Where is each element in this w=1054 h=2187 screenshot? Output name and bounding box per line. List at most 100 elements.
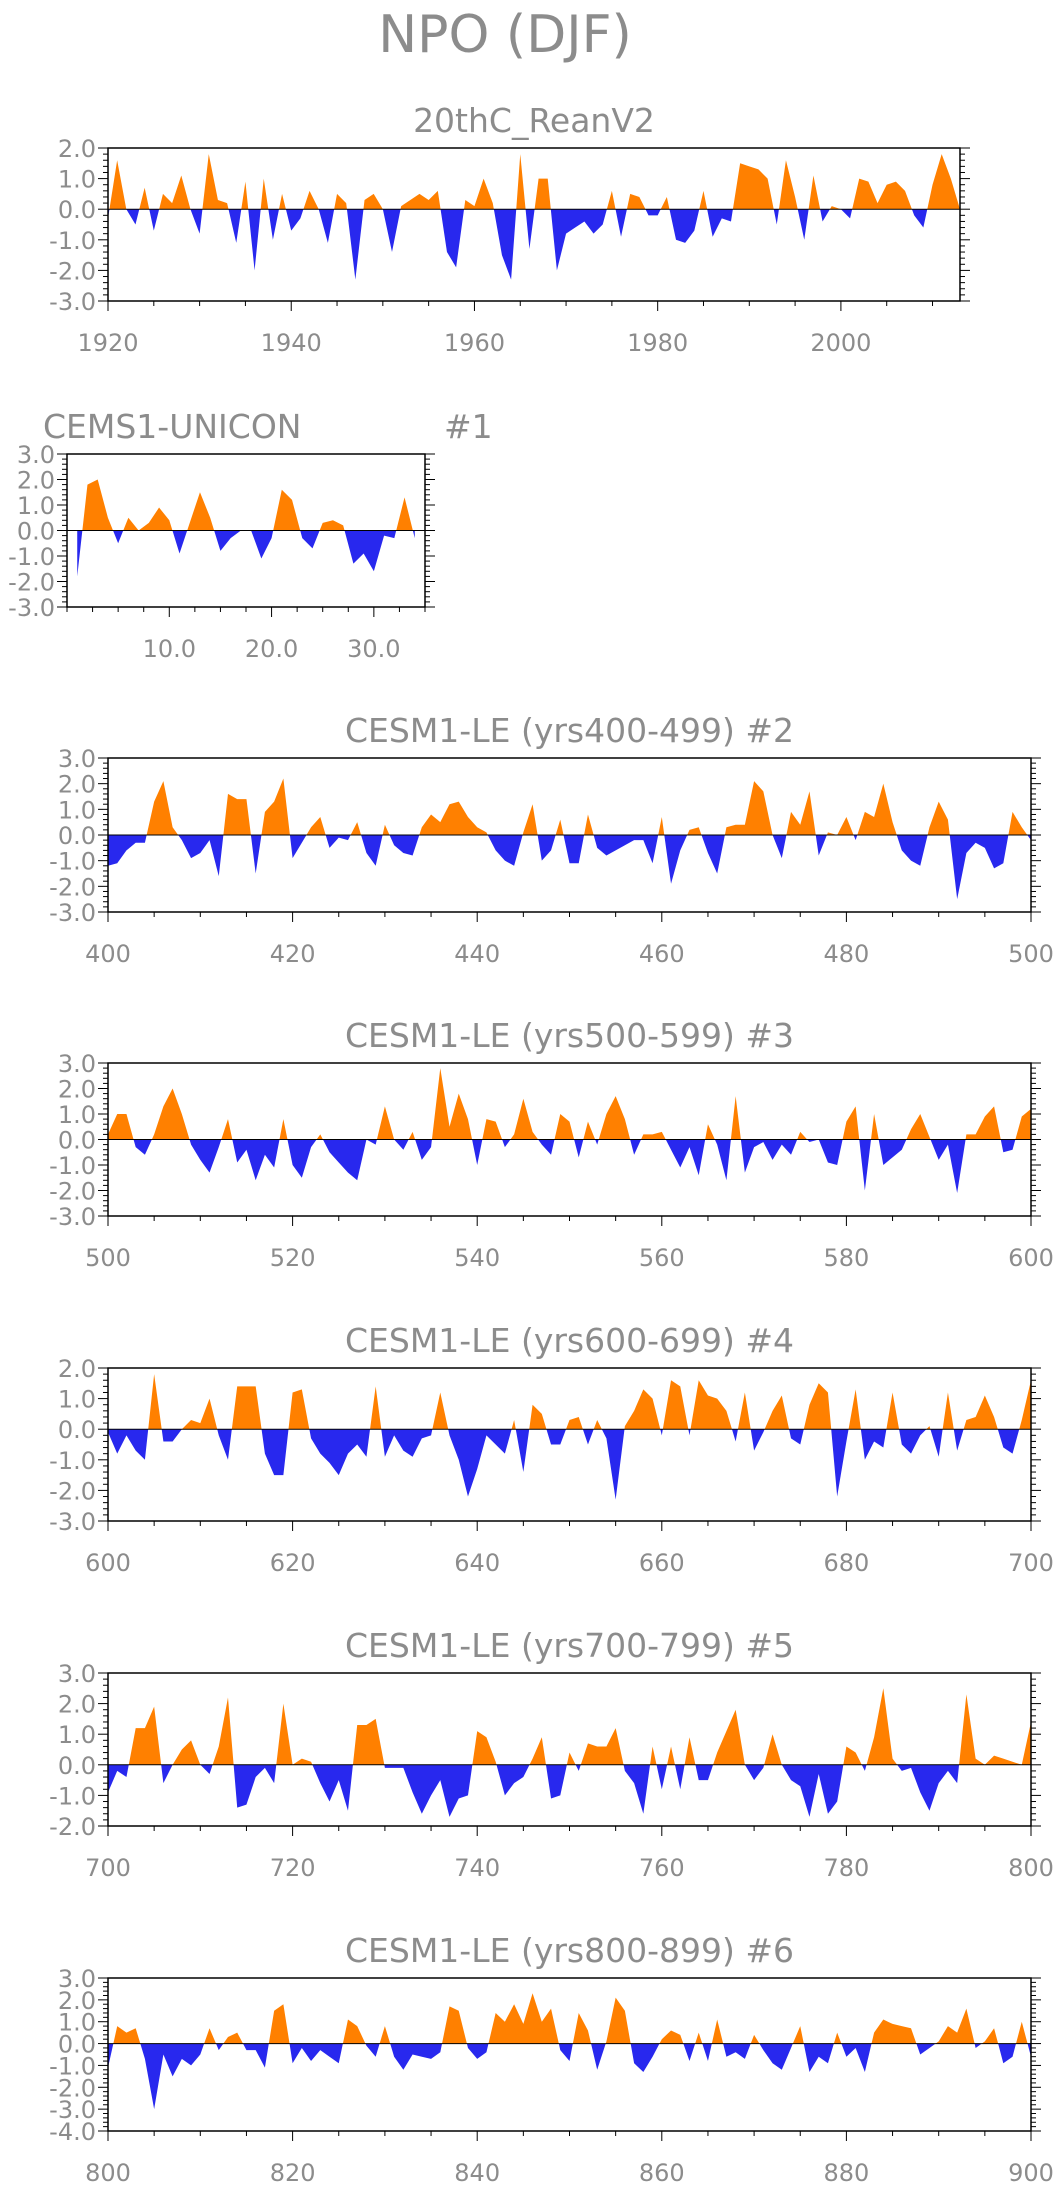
x-tick-label: 900 — [1008, 2159, 1054, 2187]
y-tick-label: -1.0 — [49, 1152, 96, 1180]
x-tick-label: 1920 — [77, 329, 138, 357]
x-tick-label: 420 — [270, 940, 316, 968]
y-tick-label: 3.0 — [58, 1660, 96, 1688]
y-tick-label: 1.0 — [58, 796, 96, 824]
x-tick-label: 500 — [1008, 940, 1054, 968]
negative-area — [77, 530, 415, 577]
panel-2: -3.0-2.0-1.00.01.02.03.0 10.0 20.0 30.0 CEMS… — [8, 407, 492, 663]
y-tick-label: 2.0 — [58, 135, 96, 163]
x-tick-label: 800 — [1008, 1854, 1054, 1882]
x-tick-label: 600 — [1008, 1244, 1054, 1272]
panel-title: CESM1-LE (yrs600-699) #4 — [345, 1321, 794, 1360]
y-tick-label: 3.0 — [58, 1050, 96, 1078]
x-tick-label: 700 — [85, 1854, 131, 1882]
x-tick-label: 10.0 — [143, 635, 196, 663]
x-tick-label: 580 — [823, 1244, 869, 1272]
y-tick-label: 1.0 — [58, 1101, 96, 1129]
y-tick-label: -2.0 — [49, 1477, 96, 1505]
y-tick-label: 3.0 — [17, 441, 55, 469]
y-tick-label: 1.0 — [58, 2009, 96, 2037]
y-tick-label: -2.0 — [49, 873, 96, 901]
positive-area — [108, 778, 1031, 835]
y-tick-label: 1.0 — [58, 1721, 96, 1749]
x-tick-label: 480 — [823, 940, 869, 968]
x-tick-label: 860 — [639, 2159, 685, 2187]
positive-area — [77, 479, 415, 531]
panel-title: 20thC_ReanV2 — [413, 101, 655, 140]
positive-area — [108, 1374, 1031, 1430]
y-tick-label: -2.0 — [49, 2074, 96, 2102]
y-tick-label: 3.0 — [58, 745, 96, 773]
y-tick-label: 1.0 — [58, 166, 96, 194]
y-tick-label: 1.0 — [17, 492, 55, 520]
y-tick-label: -1.0 — [8, 543, 55, 571]
x-tick-label: 620 — [270, 1549, 316, 1577]
panel-title: CEMS1-UNICON — [43, 407, 302, 446]
y-tick-label: 0.0 — [58, 1416, 96, 1444]
y-tick-label: 0.0 — [58, 2031, 96, 2059]
positive-area — [108, 1068, 1031, 1140]
y-tick-label: -2.0 — [49, 1178, 96, 1206]
y-tick-label: -3.0 — [49, 1203, 96, 1231]
x-tick-label: 720 — [270, 1854, 316, 1882]
y-tick-label: 1.0 — [58, 1386, 96, 1414]
y-tick-label: -1.0 — [49, 1782, 96, 1810]
y-tick-label: 2.0 — [17, 467, 55, 495]
x-tick-label: 700 — [1008, 1549, 1054, 1577]
x-tick-label: 400 — [85, 940, 131, 968]
x-tick-label: 2000 — [810, 329, 871, 357]
y-tick-label: 2.0 — [58, 1076, 96, 1104]
x-tick-label: 440 — [454, 940, 500, 968]
y-tick-label: 0.0 — [58, 1752, 96, 1780]
x-tick-label: 840 — [454, 2159, 500, 2187]
x-tick-label: 30.0 — [347, 635, 400, 663]
x-tick-label: 460 — [639, 940, 685, 968]
y-tick-label: -1.0 — [49, 227, 96, 255]
negative-area — [108, 1139, 1031, 1194]
x-tick-label: 780 — [823, 1854, 869, 1882]
y-tick-label: -2.0 — [49, 257, 96, 285]
x-tick-label: 500 — [85, 1244, 131, 1272]
y-tick-label: -2.0 — [8, 569, 55, 597]
x-tick-label: 1940 — [261, 329, 322, 357]
x-tick-label: 660 — [639, 1549, 685, 1577]
figure-title: NPO (DJF) — [378, 5, 632, 65]
x-tick-label: 800 — [85, 2159, 131, 2187]
panel-title: CESM1-LE (yrs700-799) #5 — [345, 1626, 794, 1665]
x-tick-label: 640 — [454, 1549, 500, 1577]
x-tick-label: 1980 — [627, 329, 688, 357]
y-tick-label: 2.0 — [58, 771, 96, 799]
positive-area — [108, 154, 960, 210]
panel-title: CESM1-LE (yrs800-899) #6 — [345, 1931, 794, 1970]
x-tick-label: 740 — [454, 1854, 500, 1882]
panel-1: -3.0 -2.0-1.0 0.01.0 2.0 1920 1940 1960 1980 200… — [49, 101, 970, 357]
x-tick-label: 1960 — [444, 329, 505, 357]
y-tick-label: 0.0 — [58, 822, 96, 850]
positive-area — [108, 1993, 1031, 2044]
y-tick-label: 2.0 — [58, 1987, 96, 2015]
y-tick-label: -4.0 — [49, 2118, 96, 2146]
plot-frame — [107, 147, 961, 302]
y-tick-label: -1.0 — [49, 2052, 96, 2080]
y-tick-label: -1.0 — [49, 1447, 96, 1475]
y-tick-label: -3.0 — [49, 899, 96, 927]
panel-title: CESM1-LE (yrs500-599) #3 — [345, 1016, 794, 1055]
y-tick-label: 0.0 — [58, 196, 96, 224]
negative-area — [108, 1764, 960, 1817]
y-tick-label: 0.0 — [17, 518, 55, 546]
x-tick-label: 820 — [270, 2159, 316, 2187]
y-tick-label: 3.0 — [58, 1965, 96, 1993]
y-tick-label: 2.0 — [58, 1691, 96, 1719]
negative-area — [108, 209, 960, 280]
run-label: #1 — [444, 407, 493, 446]
negative-area — [108, 1429, 1031, 1500]
y-tick-label: -3.0 — [49, 1508, 96, 1536]
panel-7: -4.0-3.0-2.0-1.00.01.02.03.0 800 820 840 860… — [49, 1931, 1054, 2187]
y-tick-label: -3.0 — [8, 594, 55, 622]
y-tick-label: -2.0 — [49, 1813, 96, 1841]
negative-area — [108, 835, 1031, 900]
y-tick-label: -3.0 — [49, 2096, 96, 2124]
y-tick-label: -3.0 — [49, 288, 96, 316]
panel-3: -3.0-2.0-1.00.01.02.03.0 400 420 440 460 480 5… — [49, 711, 1054, 968]
